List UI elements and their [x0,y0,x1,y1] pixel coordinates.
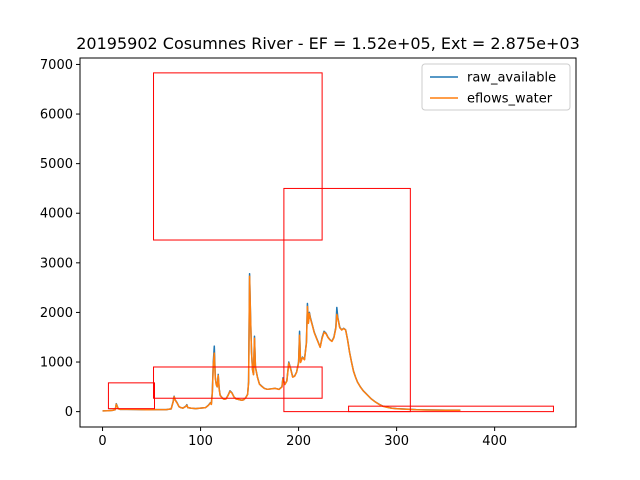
y-tick-label: 3000 [40,256,73,271]
x-tick-label: 300 [384,434,409,449]
legend-label: eflows_water [467,92,553,107]
annotation-box [107,382,155,410]
annotation-boxes [107,72,554,413]
x-tick-label: 400 [482,434,507,449]
y-tick-label: 2000 [40,306,73,321]
x-tick-label: 200 [286,434,311,449]
annotation-box [153,72,323,241]
annotation-box [348,405,554,413]
y-tick-label: 4000 [40,207,73,222]
annotation-box [153,366,323,399]
x-axis: 0 100 200 300 400 [98,427,507,449]
legend-label: raw_available [467,71,556,86]
x-tick-label: 0 [98,434,106,449]
legend: raw_available eflows_water [421,63,571,111]
y-tick-label: 6000 [40,108,73,123]
annotation-box [283,187,411,413]
plot-area-frame [79,57,577,428]
x-tick-label: 100 [188,434,213,449]
legend-frame [421,63,571,111]
y-tick-label: 7000 [40,58,73,73]
chart-title: 20195902 Cosumnes River - EF = 1.52e+05,… [76,34,580,53]
y-tick-label: 1000 [40,356,73,371]
series-layer [102,273,461,412]
y-tick-label: 5000 [40,157,73,172]
series-line-eflows-water [102,275,461,412]
y-tick-label: 0 [65,405,73,420]
y-axis: 0 1000 2000 3000 4000 5000 6000 7000 [40,58,80,420]
